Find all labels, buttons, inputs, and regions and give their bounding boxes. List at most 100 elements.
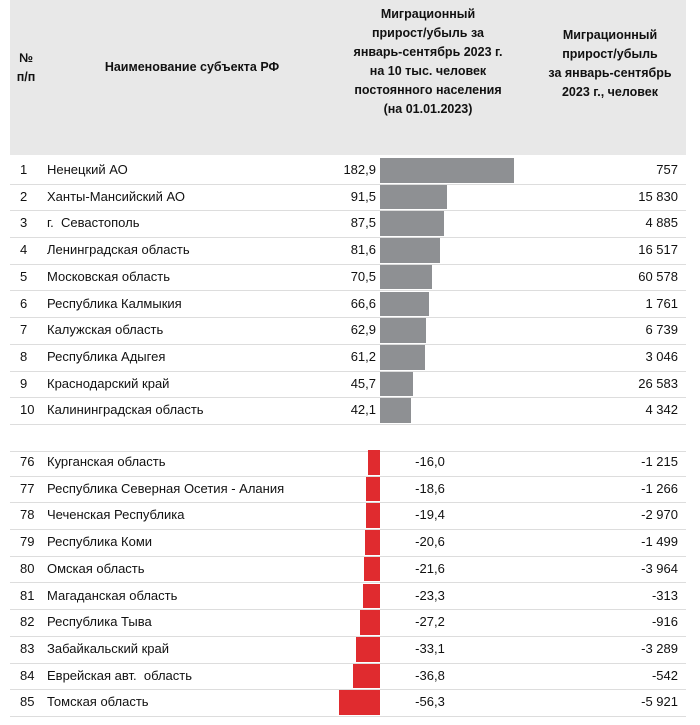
bar: [366, 476, 380, 502]
header-line: на 10 тыс. человек: [369, 64, 487, 78]
rank: 6: [20, 295, 28, 311]
rate-label: 81,6: [350, 242, 376, 258]
people: 6 739: [645, 322, 678, 338]
bar: [380, 318, 427, 343]
region-name: Магаданская область: [47, 587, 178, 603]
people: 757: [656, 162, 678, 177]
header-line: №: [19, 51, 33, 65]
people: -542: [651, 667, 678, 683]
row: [10, 663, 686, 691]
region-name: Республика Калмыкия: [47, 295, 182, 311]
rate-label: -33,1: [415, 640, 445, 656]
rate-label: -23,3: [415, 587, 445, 603]
bar: [380, 211, 445, 237]
header-line: Наименование субъекта РФ: [104, 60, 280, 74]
people: 15 830: [638, 188, 678, 204]
row: [10, 344, 686, 372]
rate-label: -20,6: [415, 534, 445, 550]
rate-label: 87,5: [350, 215, 376, 231]
bar: [380, 398, 411, 423]
bar: [353, 663, 380, 689]
header-line: постоянного населения: [354, 83, 502, 97]
header-line: прирост/убыль: [562, 47, 658, 61]
region-name: Московская область: [47, 268, 171, 284]
bar: [360, 610, 380, 635]
people: -5 921: [641, 694, 678, 710]
bar: [380, 238, 440, 263]
row: [10, 689, 686, 717]
bar: [380, 344, 425, 370]
row: [10, 210, 686, 239]
header-people: Миграционный прирост/убыль за январь-сентя…: [525, 26, 695, 102]
people: -916: [651, 614, 678, 630]
row: [10, 291, 686, 319]
row: [10, 264, 686, 292]
header-line: п/п: [16, 70, 36, 84]
region-name: Омская область: [47, 560, 145, 576]
people: -1 499: [641, 534, 678, 550]
people: 4 885: [645, 215, 678, 231]
rate-label: -18,6: [415, 480, 445, 496]
rate-label: 42,1: [350, 402, 376, 418]
rate-label: -27,2: [415, 614, 445, 630]
region-name: Томская область: [47, 694, 149, 710]
header-line: Миграционный: [562, 28, 658, 42]
people: 3 046: [645, 348, 678, 364]
people: 1 761: [645, 295, 678, 311]
row: [10, 449, 686, 477]
bar: [380, 158, 515, 183]
rank: 77: [20, 480, 35, 496]
bar: [368, 450, 380, 475]
rank: 76: [20, 454, 35, 469]
rank: 10: [20, 402, 35, 418]
rate-label: 91,5: [350, 188, 376, 204]
header-rate: Миграционный прирост/убыль за январь-сентя…: [328, 5, 528, 119]
region-name: Республика Тыва: [47, 614, 152, 630]
rank: 2: [20, 188, 28, 204]
bar: [364, 556, 380, 582]
row: [10, 476, 686, 504]
rate-label: -21,6: [415, 560, 445, 576]
row: [10, 317, 686, 345]
row: [10, 371, 686, 399]
rank: 8: [20, 348, 28, 364]
people: 16 517: [638, 242, 678, 258]
header-bg: [10, 0, 686, 155]
header-line: за январь-сентябрь: [548, 66, 672, 80]
people: -313: [651, 587, 678, 603]
rate-label: -56,3: [415, 694, 445, 710]
region-name: Ненецкий АО: [47, 162, 128, 177]
people: -1 266: [641, 480, 678, 496]
people: -3 289: [641, 640, 678, 656]
region-name: г. Севастополь: [47, 215, 140, 231]
region-name: Забайкальский край: [47, 640, 170, 656]
rank: 81: [20, 587, 35, 603]
rank: 7: [20, 322, 28, 338]
region-name: Краснодарский край: [47, 375, 170, 391]
rank: 79: [20, 534, 35, 550]
people: 26 583: [638, 375, 678, 391]
row: [10, 636, 686, 664]
rank: 9: [20, 375, 28, 391]
bar: [380, 264, 432, 290]
rank: 78: [20, 507, 35, 523]
region-name: Республика Адыгея: [47, 348, 166, 364]
row: [10, 583, 686, 611]
row: [10, 397, 686, 425]
row: [10, 502, 686, 531]
header-line: (на 01.01.2023): [383, 102, 473, 116]
region-name: Республика Коми: [47, 534, 153, 550]
people: -3 964: [641, 560, 678, 576]
people: 4 342: [645, 402, 678, 418]
bar: [380, 184, 448, 210]
region-name: Калининградская область: [47, 402, 204, 418]
bar: [380, 371, 414, 397]
rate-label: -36,8: [415, 667, 445, 683]
region-name: Калужская область: [47, 322, 164, 338]
region-name: Ханты-Мансийский АО: [47, 188, 185, 204]
row: [10, 184, 686, 212]
bar: [365, 503, 380, 529]
row: [10, 157, 686, 185]
rate-label: -16,0: [415, 454, 445, 469]
